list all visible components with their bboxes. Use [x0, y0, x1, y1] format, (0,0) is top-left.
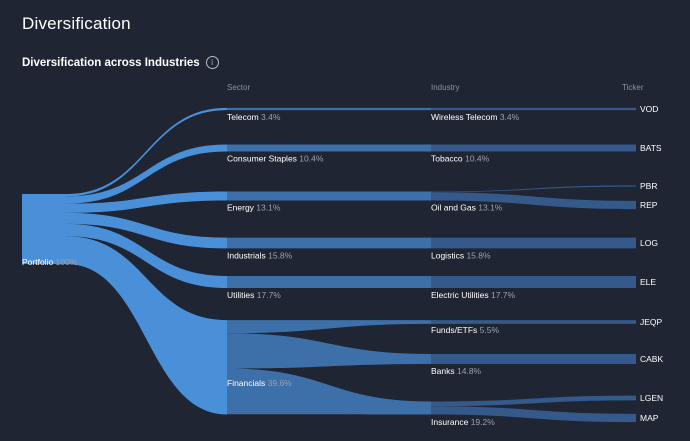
link-financials-funds-etfs[interactable]: [227, 320, 431, 334]
ticker-label-lgen[interactable]: LGEN: [640, 393, 663, 403]
section-title: Diversification across Industries i: [22, 56, 219, 69]
sector-pct-telecom: 3.4%: [261, 112, 281, 122]
ticker-label-cabk[interactable]: CABK: [640, 354, 663, 364]
link-wireless-telecom-vod[interactable]: [431, 107, 636, 111]
link-tobacco-bats[interactable]: [431, 144, 636, 152]
industry-label-oil-and-gas: Oil and Gas 13.1%: [431, 202, 503, 212]
ticker-label-vod[interactable]: VOD: [640, 104, 658, 114]
industry-pct-tobacco: 10.4%: [465, 154, 490, 164]
link-telecom-wireless-telecom[interactable]: [227, 107, 431, 111]
link-energy-oil-and-gas[interactable]: [227, 191, 431, 201]
sector-label-utilities: Utilities 17.7%: [227, 290, 281, 300]
industry-pct-electric-utilities: 17.7%: [491, 290, 516, 300]
sector-label-financials: Financials 39.6%: [227, 378, 292, 388]
ticker-label-map[interactable]: MAP: [640, 413, 659, 423]
column-header-ticker: Ticker: [622, 83, 644, 92]
link-consumer-staples-tobacco[interactable]: [227, 144, 431, 152]
link-portfolio-telecom[interactable]: [66, 107, 227, 197]
link-banks-cabk[interactable]: [431, 353, 636, 365]
link-industrials-logistics[interactable]: [227, 237, 431, 249]
link-logistics-log[interactable]: [431, 237, 636, 249]
industry-pct-insurance: 19.2%: [471, 417, 496, 427]
column-header-industry: Industry: [431, 83, 459, 92]
section-title-text: Diversification across Industries: [22, 56, 200, 69]
link-funds-etfs-jeqp[interactable]: [431, 320, 636, 324]
sector-pct-consumer-staples: 10.4%: [299, 154, 324, 164]
sector-label-energy: Energy 13.1%: [227, 202, 281, 212]
ticker-label-jeqp[interactable]: JEQP: [640, 317, 663, 327]
link-financials-banks[interactable]: [227, 333, 431, 369]
industry-pct-wireless-telecom: 3.4%: [500, 112, 520, 122]
industry-pct-logistics: 15.8%: [466, 250, 491, 260]
link-utilities-electric-utilities[interactable]: [227, 275, 431, 289]
ticker-label-pbr[interactable]: PBR: [640, 181, 657, 191]
link-financials-insurance[interactable]: [227, 368, 431, 415]
sector-pct-energy: 13.1%: [256, 202, 281, 212]
link-electric-utilities-ele[interactable]: [431, 275, 636, 289]
link-portfolio-consumer-staples[interactable]: [66, 144, 227, 204]
ticker-label-rep[interactable]: REP: [640, 200, 658, 210]
link-portfolio-utilities[interactable]: [66, 223, 227, 289]
ticker-label-bats[interactable]: BATS: [640, 143, 662, 153]
industry-label-banks: Banks 14.8%: [431, 366, 482, 376]
page-title: Diversification: [22, 14, 131, 33]
link-portfolio-energy[interactable]: [66, 191, 227, 213]
sector-pct-industrials: 15.8%: [268, 250, 293, 260]
link-portfolio-financials[interactable]: [66, 236, 227, 415]
root-pct: 100%: [56, 257, 78, 267]
ticker-label-log[interactable]: LOG: [640, 238, 658, 248]
sector-label-consumer-staples: Consumer Staples 10.4%: [227, 154, 324, 164]
industry-label-electric-utilities: Electric Utilities 17.7%: [431, 290, 516, 300]
root-label: Portfolio 100%: [22, 257, 78, 267]
sector-label-industrials: Industrials 15.8%: [227, 250, 293, 260]
industry-label-tobacco: Tobacco 10.4%: [431, 154, 490, 164]
industry-pct-oil-and-gas: 13.1%: [478, 202, 503, 212]
industry-label-funds-etfs: Funds/ETFs 5.5%: [431, 325, 499, 335]
link-portfolio-industrials[interactable]: [66, 212, 227, 249]
industry-label-insurance: Insurance 19.2%: [431, 417, 495, 427]
sector-pct-financials: 39.6%: [268, 378, 293, 388]
link-insurance-map[interactable]: [431, 406, 636, 423]
link-oil-and-gas-rep[interactable]: [431, 192, 636, 210]
link-insurance-lgen[interactable]: [431, 395, 636, 407]
industry-label-wireless-telecom: Wireless Telecom 3.4%: [431, 112, 520, 122]
info-icon[interactable]: i: [205, 56, 219, 69]
ticker-label-ele[interactable]: ELE: [640, 277, 656, 287]
sankey-labels: Sector Industry Ticker Portfolio 100% Teleco…: [22, 83, 663, 427]
industry-label-logistics: Logistics 15.8%: [431, 250, 491, 260]
sankey-links: [66, 107, 636, 423]
industry-pct-banks: 14.8%: [457, 366, 482, 376]
link-oil-and-gas-pbr[interactable]: [431, 185, 636, 193]
industry-pct-funds-etfs: 5.5%: [480, 325, 500, 335]
sector-label-telecom: Telecom 3.4%: [227, 112, 281, 122]
column-header-sector: Sector: [227, 83, 250, 92]
sector-pct-utilities: 17.7%: [257, 290, 282, 300]
sankey-nodes: [22, 194, 66, 264]
root-node[interactable]: [22, 194, 66, 264]
